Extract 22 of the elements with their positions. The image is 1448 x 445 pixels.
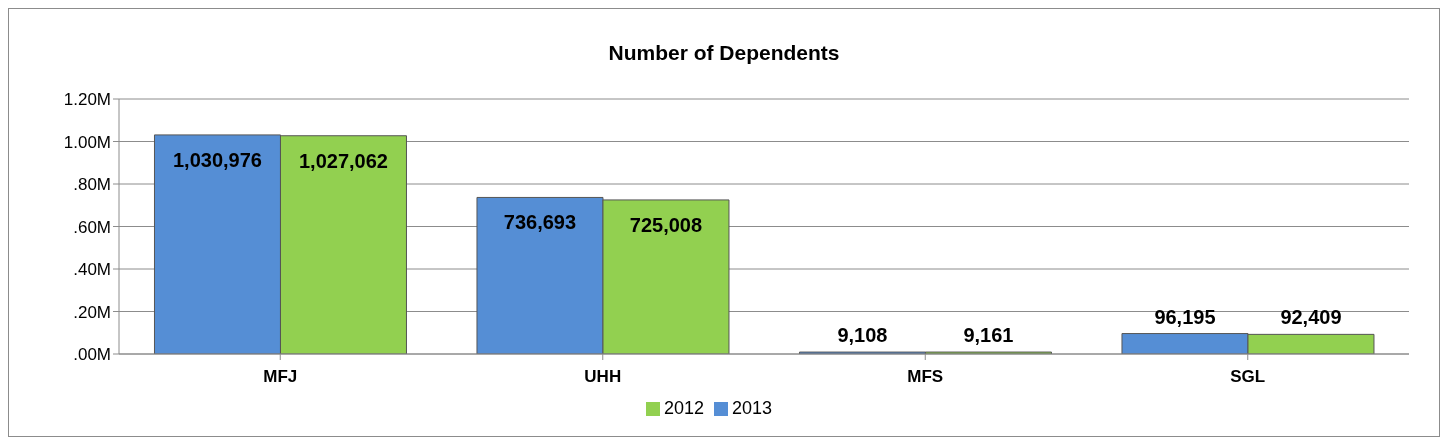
data-label: 736,693 [503,211,577,234]
x-tick-label: SGL [1230,367,1266,387]
data-label: 9,108 [837,324,888,347]
y-tick-label: .20M [73,302,111,322]
data-label: 96,195 [1154,305,1216,328]
data-label: 1,027,062 [298,149,388,172]
y-tick-label: 1.20M [63,90,111,110]
data-label: 1,030,976 [172,148,262,171]
data-label: 9,161 [963,324,1014,347]
legend-label: 2012 [663,398,704,418]
y-tick-label: .40M [73,260,111,280]
legend-label: 2013 [732,398,773,418]
data-label: 725,008 [629,213,703,236]
y-tick-label: .00M [73,345,111,365]
data-label: 92,409 [1280,306,1342,329]
y-tick-label: .60M [73,217,111,237]
y-tick-label: 1.00M [63,132,111,152]
y-tick-label: .80M [73,175,111,195]
x-tick-label: UHH [584,367,622,387]
x-tick-label: MFS [907,367,944,387]
x-tick-label: MFJ [263,367,298,387]
chart-title: Number of Dependents [607,41,841,65]
